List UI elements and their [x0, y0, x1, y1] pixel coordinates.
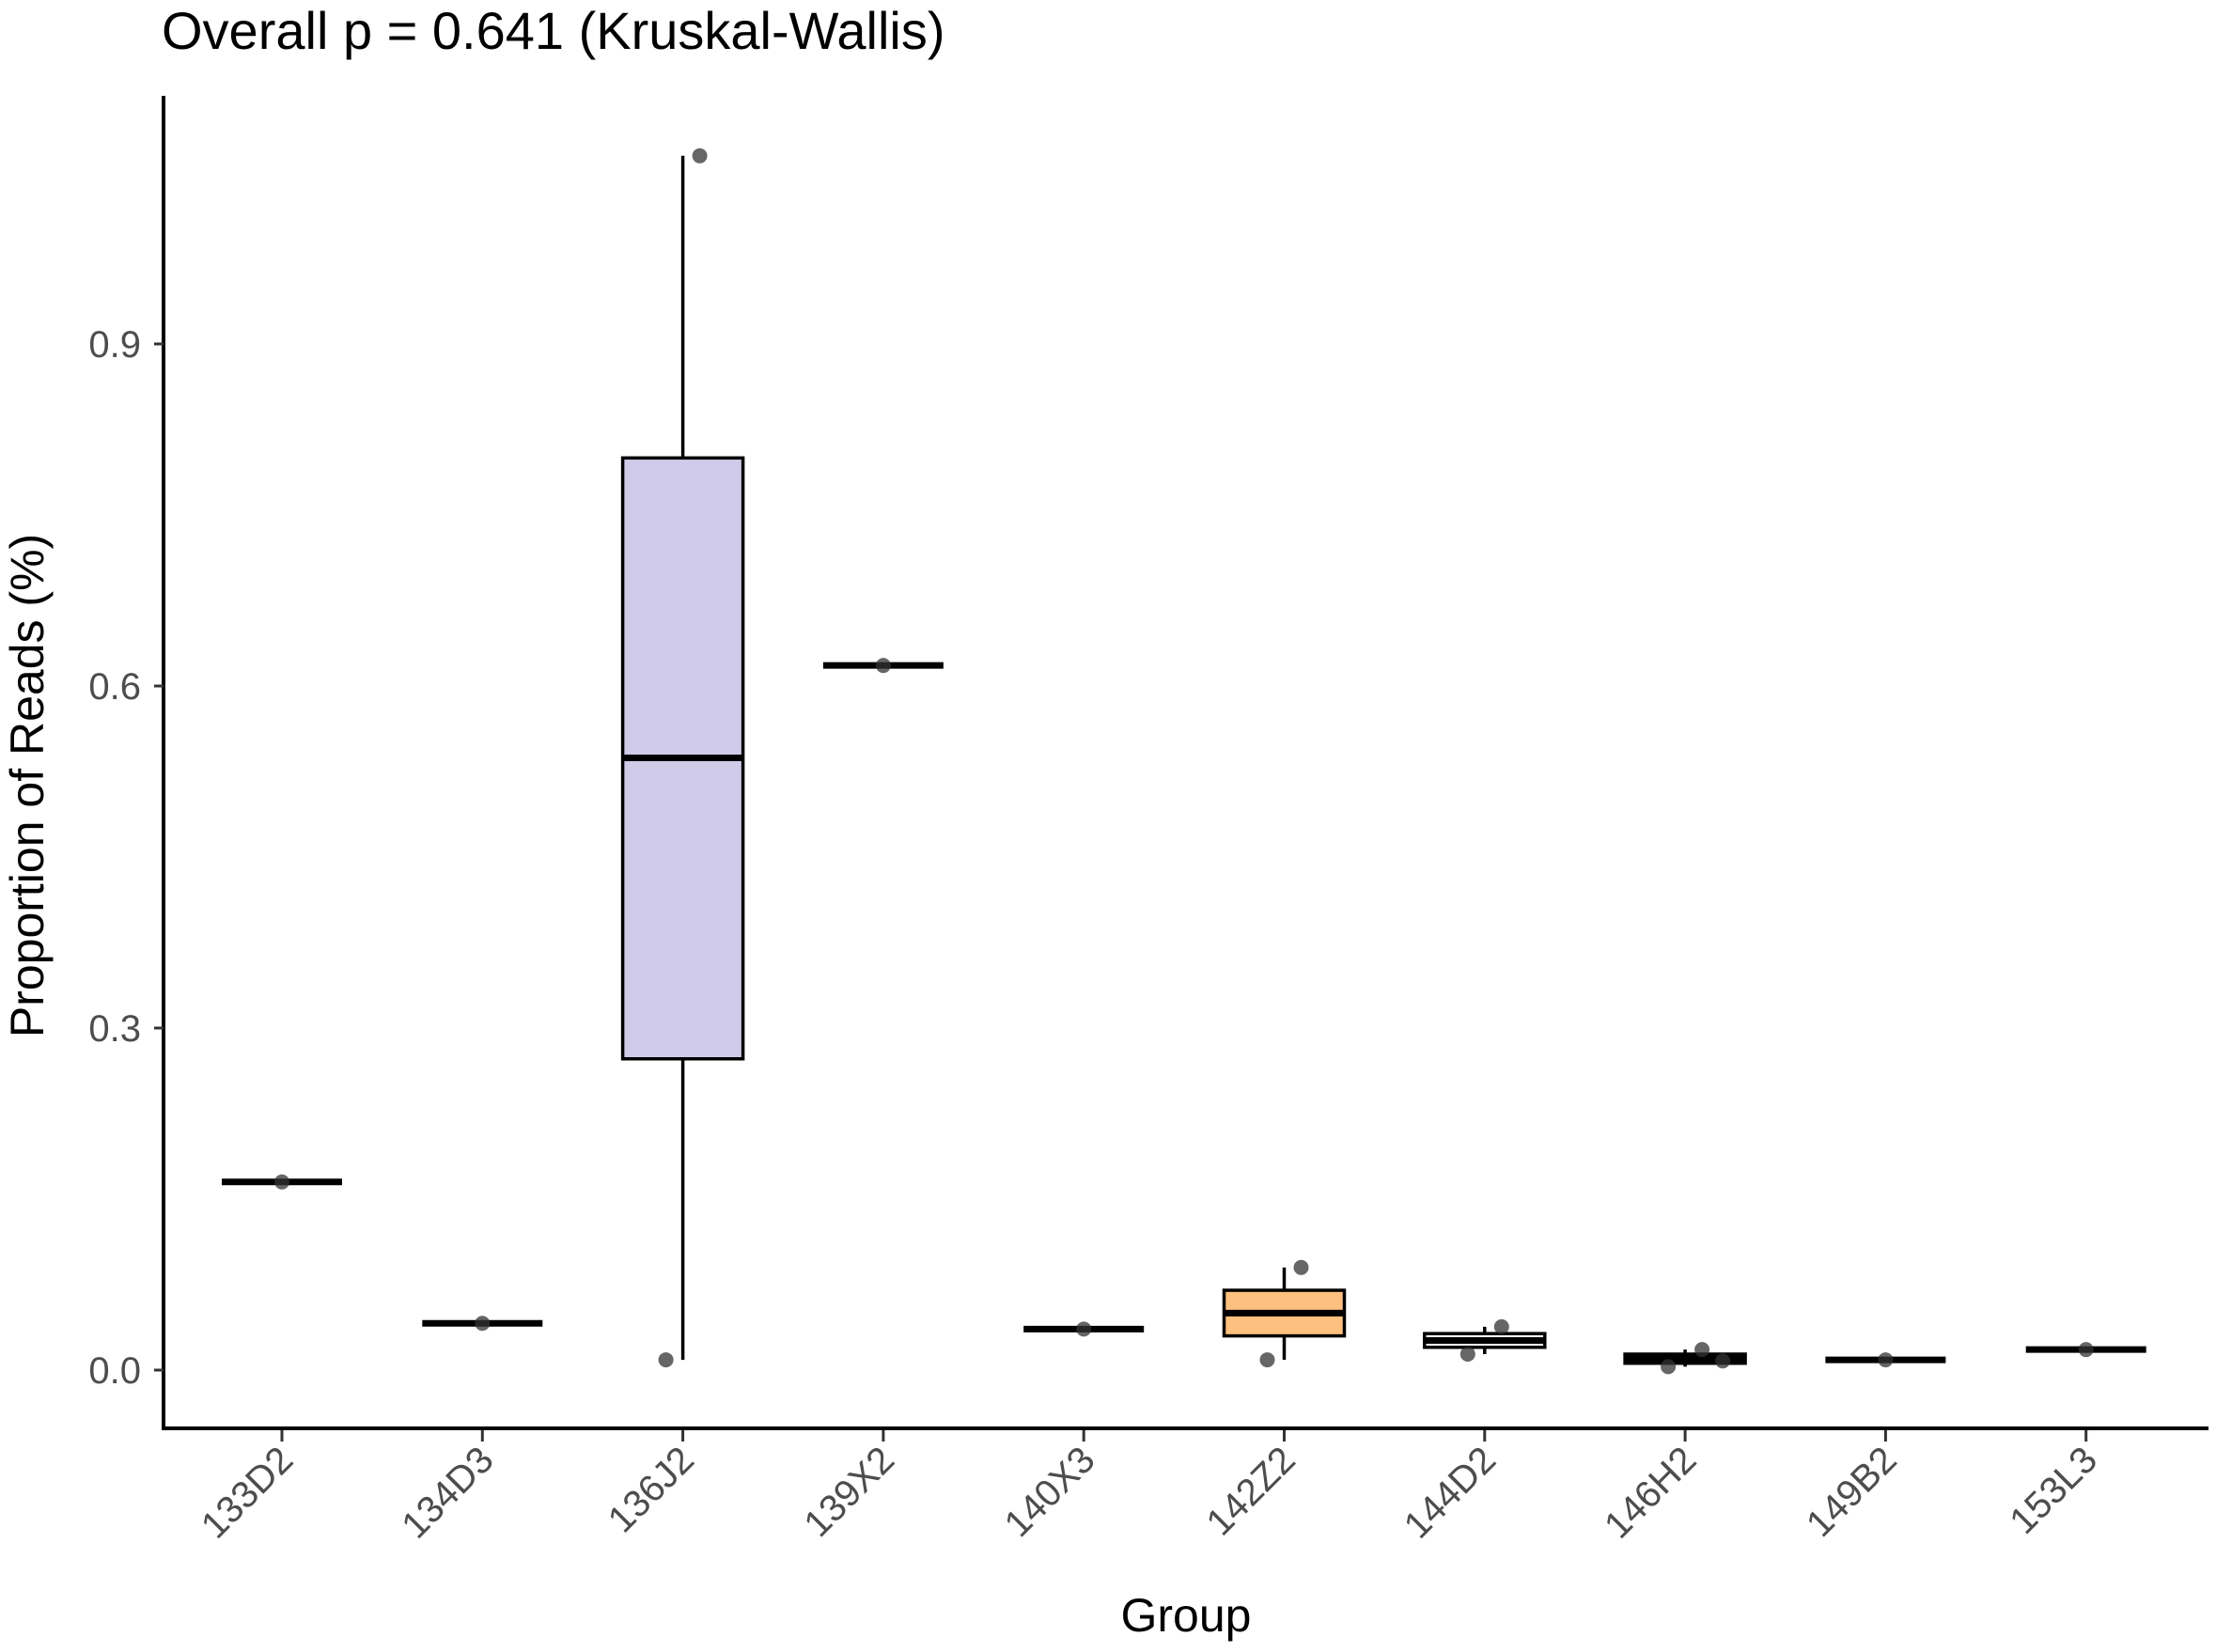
box-group	[1023, 1321, 1145, 1337]
data-point	[274, 1174, 289, 1190]
plot-area	[222, 148, 2146, 1375]
y-tick-label: 0.3	[88, 1008, 141, 1050]
box-group	[1623, 1342, 1747, 1375]
data-point	[1661, 1359, 1677, 1375]
x-tick-label: 146H2	[1597, 1439, 1704, 1546]
y-tick-label: 0.6	[88, 666, 141, 708]
data-point	[1493, 1318, 1509, 1334]
data-point	[658, 1352, 674, 1368]
x-axis-title: Group	[1121, 1589, 1252, 1642]
y-axis: 0.0 0.3 0.6 0.9	[88, 96, 165, 1430]
x-tick-label: 144D2	[1397, 1439, 1504, 1546]
data-point	[1259, 1352, 1275, 1368]
data-point	[475, 1316, 491, 1332]
box-group	[222, 1174, 342, 1190]
x-tick-label: 149B2	[1799, 1439, 1905, 1545]
data-point	[692, 148, 708, 164]
data-point	[1878, 1352, 1894, 1368]
x-tick-label: 133D2	[194, 1439, 301, 1546]
x-axis: 133D2 134D3 136J2 139X2 140X3 142Z2 144D2 146H2…	[162, 1426, 2208, 1547]
data-point	[875, 658, 891, 674]
box-group	[2025, 1342, 2146, 1358]
data-point	[1694, 1342, 1710, 1358]
y-tick-label: 0.9	[88, 324, 141, 366]
x-tick-label: 142Z2	[1199, 1439, 1303, 1543]
x-tick-label: 136J2	[601, 1439, 702, 1540]
box-group	[822, 658, 944, 674]
data-point	[2078, 1342, 2094, 1358]
box-group	[1222, 1259, 1347, 1368]
x-tick-label: 139X2	[796, 1439, 902, 1545]
box-group	[620, 148, 745, 1368]
y-tick-label: 0.0	[88, 1350, 141, 1392]
data-point	[1715, 1353, 1731, 1369]
box-group	[1423, 1318, 1547, 1363]
x-tick-label: 153L3	[2002, 1439, 2105, 1542]
data-point	[1076, 1321, 1092, 1337]
box-group	[1825, 1352, 1946, 1368]
y-axis-title: Proportion of Reads (%)	[1, 534, 54, 1037]
chart-title: Overall p = 0.641 (Kruskal-Wallis)	[162, 1, 945, 60]
x-tick-label: 134D3	[394, 1439, 501, 1546]
box-group	[422, 1316, 543, 1332]
x-tick-label: 140X3	[997, 1439, 1103, 1545]
data-point	[1293, 1259, 1309, 1275]
data-point	[1459, 1347, 1475, 1363]
